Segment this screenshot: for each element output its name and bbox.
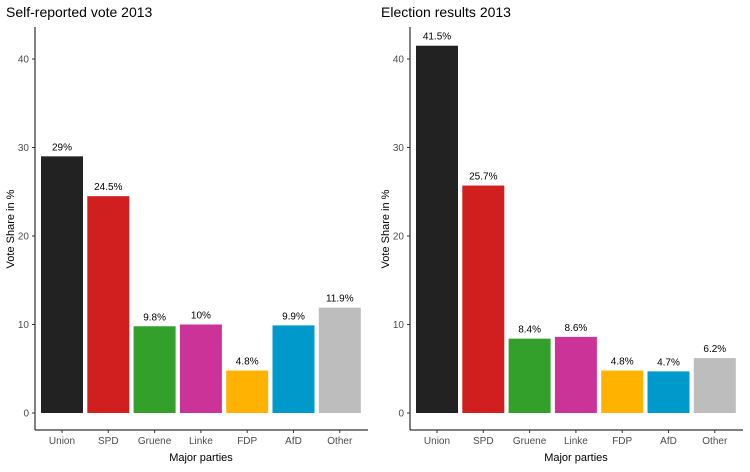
bar-other	[693, 358, 736, 413]
bar-union	[41, 156, 83, 413]
plot-area: 0 10 20 30 40 29% Union 24.5% SPD 9.8% Gruene 10% Li…	[18, 27, 368, 447]
x-tick-label: SPD	[473, 436, 494, 447]
chart-panel-election-results: Election results 2013 Vote Share in % Ma…	[380, 4, 743, 464]
y-tick-label: 10	[393, 320, 405, 331]
data-label: 11.9%	[326, 294, 354, 305]
y-tick-label: 20	[393, 232, 405, 243]
y-tick-label: 20	[18, 232, 30, 243]
bar-linke	[554, 336, 597, 413]
bar-spd	[87, 196, 130, 413]
bar-fdp	[601, 370, 644, 413]
y-tick-label: 40	[393, 55, 405, 66]
data-label: 4.8%	[611, 357, 634, 368]
chart-title: Self-reported vote 2013	[6, 4, 153, 20]
x-tick-label: AfD	[660, 436, 677, 447]
x-tick-label: Linke	[564, 436, 588, 447]
data-label: 9.8%	[143, 312, 166, 323]
x-tick-label: FDP	[612, 436, 632, 447]
data-label: 25.7%	[469, 172, 497, 183]
bar-spd	[462, 185, 505, 413]
x-tick-label: Gruene	[513, 436, 547, 447]
x-tick-label: Union	[49, 436, 75, 447]
data-label: 9.9%	[282, 311, 305, 322]
data-label: 8.4%	[518, 325, 541, 336]
chart-title: Election results 2013	[381, 4, 511, 20]
bar-fdp	[226, 370, 269, 413]
x-axis-label: Major parties	[544, 452, 608, 464]
x-tick-label: FDP	[237, 436, 257, 447]
bar-afd	[272, 325, 315, 413]
bar-union	[416, 45, 458, 413]
bar-afd	[647, 371, 690, 413]
x-tick-label: Other	[327, 436, 353, 447]
y-axis-label: Vote Share in %	[5, 189, 17, 268]
data-label: 6.2%	[703, 344, 726, 355]
x-tick-label: Union	[424, 436, 450, 447]
data-label: 24.5%	[94, 182, 122, 193]
x-tick-label: Linke	[189, 436, 213, 447]
bar-gruene	[133, 326, 176, 413]
x-tick-label: Gruene	[138, 436, 172, 447]
x-axis-label: Major parties	[169, 452, 233, 464]
plot-area: 0 10 20 30 40 41.5% Union 25.7% SPD 8.4% Gruene 8.6…	[393, 27, 743, 447]
y-tick-label: 0	[398, 409, 404, 420]
y-tick-label: 30	[393, 143, 405, 154]
y-tick-label: 40	[18, 55, 30, 66]
y-axis-label: Vote Share in %	[380, 189, 392, 268]
x-tick-label: AfD	[285, 436, 302, 447]
data-label: 4.8%	[236, 357, 259, 368]
x-tick-label: SPD	[98, 436, 119, 447]
data-label: 10%	[191, 311, 211, 322]
y-tick-label: 10	[18, 320, 30, 331]
data-label: 4.7%	[657, 357, 680, 368]
data-label: 41.5%	[423, 32, 451, 43]
y-tick-label: 0	[23, 409, 29, 420]
bar-linke	[179, 324, 222, 413]
bar-gruene	[508, 338, 551, 413]
bar-other	[318, 307, 361, 413]
chart-panel-self-reported: Self-reported vote 2013 Vote Share in % …	[5, 4, 368, 464]
data-label: 8.6%	[565, 323, 588, 334]
data-label: 29%	[52, 142, 72, 153]
x-tick-label: Other	[702, 436, 728, 447]
y-tick-label: 30	[18, 143, 30, 154]
